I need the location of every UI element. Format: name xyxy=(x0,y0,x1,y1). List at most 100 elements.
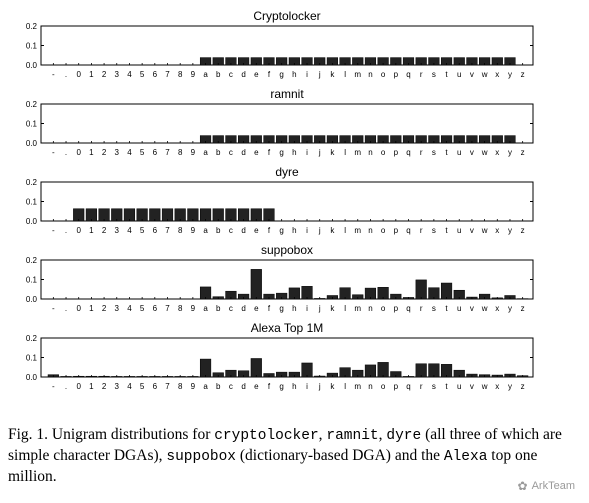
x-tick-label: s xyxy=(432,148,436,157)
chart-panel-1: ramnit 0.0 0.1 0.2 -. 0 1 2 3 4 5 6 7 8 9 a b c d e f g h i j k l m… xyxy=(26,87,534,157)
x-tick-label: h xyxy=(292,382,296,391)
x-tick-label: d xyxy=(241,70,245,79)
bar-e xyxy=(250,358,262,378)
x-tick-label: 6 xyxy=(153,148,158,157)
x-tick-label: s xyxy=(432,70,436,79)
x-tick-label: i xyxy=(306,382,308,391)
x-tick-label: . xyxy=(65,148,67,157)
x-tick-label: - xyxy=(52,148,55,157)
x-tick-label: d xyxy=(241,226,245,235)
x-tick-label: r xyxy=(420,148,423,157)
x-tick-label: 5 xyxy=(140,382,145,391)
x-tick-label: v xyxy=(470,148,474,157)
x-tick-label: p xyxy=(394,304,399,313)
x-tick-label: t xyxy=(445,70,448,79)
chart-title: dyre xyxy=(275,165,299,179)
x-tick-label: k xyxy=(330,382,335,391)
x-tick-label: n xyxy=(368,226,372,235)
caption-text: (all three of which are simple character… xyxy=(8,426,562,464)
x-tick-label: 7 xyxy=(165,304,170,313)
x-tick-label: d xyxy=(241,382,245,391)
x-tick-label: - xyxy=(52,226,55,235)
x-tick-label: k xyxy=(330,226,335,235)
x-tick-label: b xyxy=(216,304,221,313)
y-tick-label: 0.2 xyxy=(26,22,38,31)
x-tick-label: v xyxy=(470,304,474,313)
x-tick-label: b xyxy=(216,382,221,391)
chart-title: ramnit xyxy=(270,87,304,101)
y-tick-label: 0.1 xyxy=(26,276,38,285)
x-tick-label: o xyxy=(381,70,386,79)
x-tick-label: i xyxy=(306,304,308,313)
x-tick-label: z xyxy=(521,70,525,79)
bar-o xyxy=(377,362,389,378)
x-tick-label: q xyxy=(406,226,410,235)
x-tick-label: m xyxy=(354,382,361,391)
x-tick-label: i xyxy=(306,70,308,79)
x-tick-label: b xyxy=(216,226,221,235)
x-tick-label: s xyxy=(432,304,436,313)
y-tick-label: 0.1 xyxy=(26,120,38,129)
chart-title: Cryptolocker xyxy=(253,9,320,23)
x-tick-label: i xyxy=(306,226,308,235)
x-tick-label: e xyxy=(254,382,259,391)
x-tick-label: p xyxy=(394,70,399,79)
x-tick-label: q xyxy=(406,382,410,391)
x-tick-label: 4 xyxy=(127,226,132,235)
x-tick-label: m xyxy=(354,226,361,235)
x-tick-label: 5 xyxy=(140,148,145,157)
x-tick-label: u xyxy=(457,382,461,391)
x-tick-label: 8 xyxy=(178,304,183,313)
x-tick-label: 3 xyxy=(115,148,120,157)
x-tick-label: n xyxy=(368,382,372,391)
x-tick-label: p xyxy=(394,148,399,157)
x-tick-label: 4 xyxy=(127,304,132,313)
caption-code-alexa: Alexa xyxy=(443,449,488,465)
bar-r xyxy=(415,279,427,300)
x-tick-label: c xyxy=(229,148,233,157)
y-tick-label: 0.1 xyxy=(26,198,38,207)
x-tick-label: 2 xyxy=(102,148,107,157)
caption-text: (dictionary-based DGA) and the xyxy=(236,447,444,464)
x-tick-label: - xyxy=(52,304,55,313)
x-tick-label: a xyxy=(203,226,208,235)
x-tick-label: g xyxy=(279,70,283,79)
x-tick-label: 6 xyxy=(153,382,158,391)
x-tick-label: v xyxy=(470,226,474,235)
x-tick-label: 0 xyxy=(76,148,81,157)
x-tick-label: t xyxy=(445,148,448,157)
chart-panel-2: dyre 0.0 0.1 0.2 -. 0 1 2 3 4 5 6 7 8 9 a b c d e f g h i j k l m n o… xyxy=(26,165,534,235)
caption-text: top one million. xyxy=(8,447,538,485)
x-tick-label: x xyxy=(495,148,499,157)
x-tick-label: r xyxy=(420,382,423,391)
x-tick-label: z xyxy=(521,382,525,391)
x-tick-label: 5 xyxy=(140,70,145,79)
caption-text: Fig. 1. Unigram distributions for xyxy=(8,426,215,443)
y-tick-label: 0.0 xyxy=(26,139,38,148)
y-tick-label: 0.0 xyxy=(26,217,38,226)
x-tick-label: . xyxy=(65,70,67,79)
x-tick-label: u xyxy=(457,148,461,157)
x-tick-label: u xyxy=(457,304,461,313)
x-tick-label: x xyxy=(495,304,499,313)
x-tick-label: r xyxy=(420,70,423,79)
x-tick-label: n xyxy=(368,148,372,157)
x-tick-label: f xyxy=(268,70,271,79)
x-tick-label: 0 xyxy=(76,382,81,391)
x-tick-label: l xyxy=(344,382,346,391)
x-tick-label: 6 xyxy=(153,226,158,235)
x-tick-label: 3 xyxy=(115,304,120,313)
x-tick-label: - xyxy=(52,70,55,79)
x-tick-label: f xyxy=(268,304,271,313)
x-tick-label: 1 xyxy=(89,304,94,313)
x-tick-label: q xyxy=(406,148,410,157)
x-tick-label: 2 xyxy=(102,70,107,79)
x-tick-label: w xyxy=(481,148,488,157)
y-tick-label: 0.1 xyxy=(26,42,38,51)
x-tick-label: k xyxy=(330,304,335,313)
x-tick-label: a xyxy=(203,382,208,391)
x-tick-label: 6 xyxy=(153,70,158,79)
x-tick-label: y xyxy=(508,70,512,79)
caption-code-dyre: dyre xyxy=(386,428,422,444)
caption-code-ramnit: ramnit xyxy=(326,428,379,444)
